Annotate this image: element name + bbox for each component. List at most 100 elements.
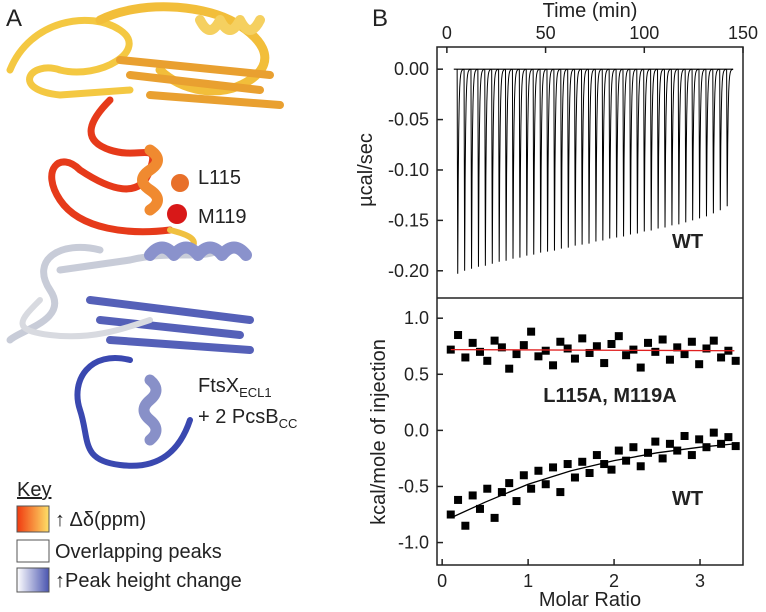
residue-label: L115 [198,167,241,189]
data-point [622,351,631,360]
y-tick-label: -0.5 [398,476,429,496]
data-point [527,484,536,493]
injection-peak [511,68,520,259]
injection-peak [456,68,464,274]
data-point [490,336,499,345]
key-swatch [16,505,50,533]
y-tick-label: -1.0 [398,533,429,553]
injection-peak [726,68,734,207]
injection-peak [663,68,672,228]
data-point [534,466,543,475]
data-point [490,513,499,522]
y-tick-label: 1.0 [404,308,429,328]
data-point [541,480,550,489]
injection-peak [505,68,513,261]
data-point [695,435,704,444]
complex-sub: ECL1 [239,385,272,400]
data-point [468,491,477,500]
data-point [607,339,616,348]
data-point [709,336,718,345]
data-point [534,352,543,361]
data-point [519,471,528,480]
injection-peak [518,68,526,258]
x-axis-title: Molar Ratio [539,589,641,611]
data-point [687,451,696,460]
residue-label: M119 [198,206,247,228]
panel-label: B [372,5,388,32]
protein-structure [6,2,284,469]
data-point [658,335,667,344]
injection-peak [657,68,665,229]
data-point [497,488,506,497]
data-point [541,346,550,355]
injection-peak [629,68,637,235]
injection-peak [608,68,616,239]
x-tick-label: 1 [523,571,533,591]
complex-label: FtsXECL1 [198,375,272,400]
key-title: Key [17,479,51,501]
injection-peak [712,68,720,214]
data-point [724,433,733,442]
x-tick-label: 3 [695,571,705,591]
injection-peak [525,68,533,256]
complex-line: + 2 PcsB [198,406,279,428]
injection-peak [553,68,561,251]
data-point [461,353,470,362]
fit-line [450,348,735,352]
data-point [578,457,587,466]
complex-sub: CC [279,416,298,431]
injection-peak [615,68,623,238]
data-point [454,495,463,504]
data-point [680,350,689,359]
data-point [446,510,455,519]
data-point [614,446,623,455]
annotation: WT [672,231,703,253]
injection-peak [698,68,706,219]
injection-peak [594,68,602,242]
residue-sphere [171,174,189,192]
injection-peak [498,68,506,262]
injection-peak [719,68,727,211]
x-tick-label: 0 [437,571,447,591]
injection-peak [691,68,699,221]
data-point [658,454,667,463]
data-point [468,338,477,347]
data-point [585,348,594,357]
injection-peak [643,68,651,232]
y-tick-label: -0.20 [388,261,429,281]
data-point [454,331,463,340]
x-tick-label: 2 [609,571,619,591]
injection-peak [539,68,547,253]
x-tick-label: 0 [442,23,452,43]
y-tick-label: -0.15 [388,210,429,230]
data-point [497,343,506,352]
x-tick-label: 150 [728,23,758,43]
data-point [519,341,528,350]
key-item: ↑ Δδ(ppm) [55,509,146,531]
data-point [475,347,484,356]
x-axis-title: Time (min) [543,0,638,22]
data-point [600,359,609,368]
data-point [651,347,660,356]
data-point [592,342,601,351]
injection-peak [677,68,685,225]
data-point [585,469,594,478]
data-point [570,354,579,363]
panel-label: A [6,5,22,32]
data-point [622,456,631,465]
data-point [556,337,565,346]
injection-peak [684,68,692,223]
data-point [665,355,674,364]
data-point [578,334,587,343]
y-tick-label: -0.10 [388,160,429,180]
data-point [717,353,726,362]
injection-peak [705,68,713,217]
series-label: WT [672,488,703,510]
key-item: ↑Peak height change [55,570,242,592]
data-point [505,364,514,373]
data-point [614,332,623,341]
injection-peak [574,68,582,246]
data-point [483,356,492,365]
data-point [461,521,470,530]
injection-peak [581,68,589,245]
